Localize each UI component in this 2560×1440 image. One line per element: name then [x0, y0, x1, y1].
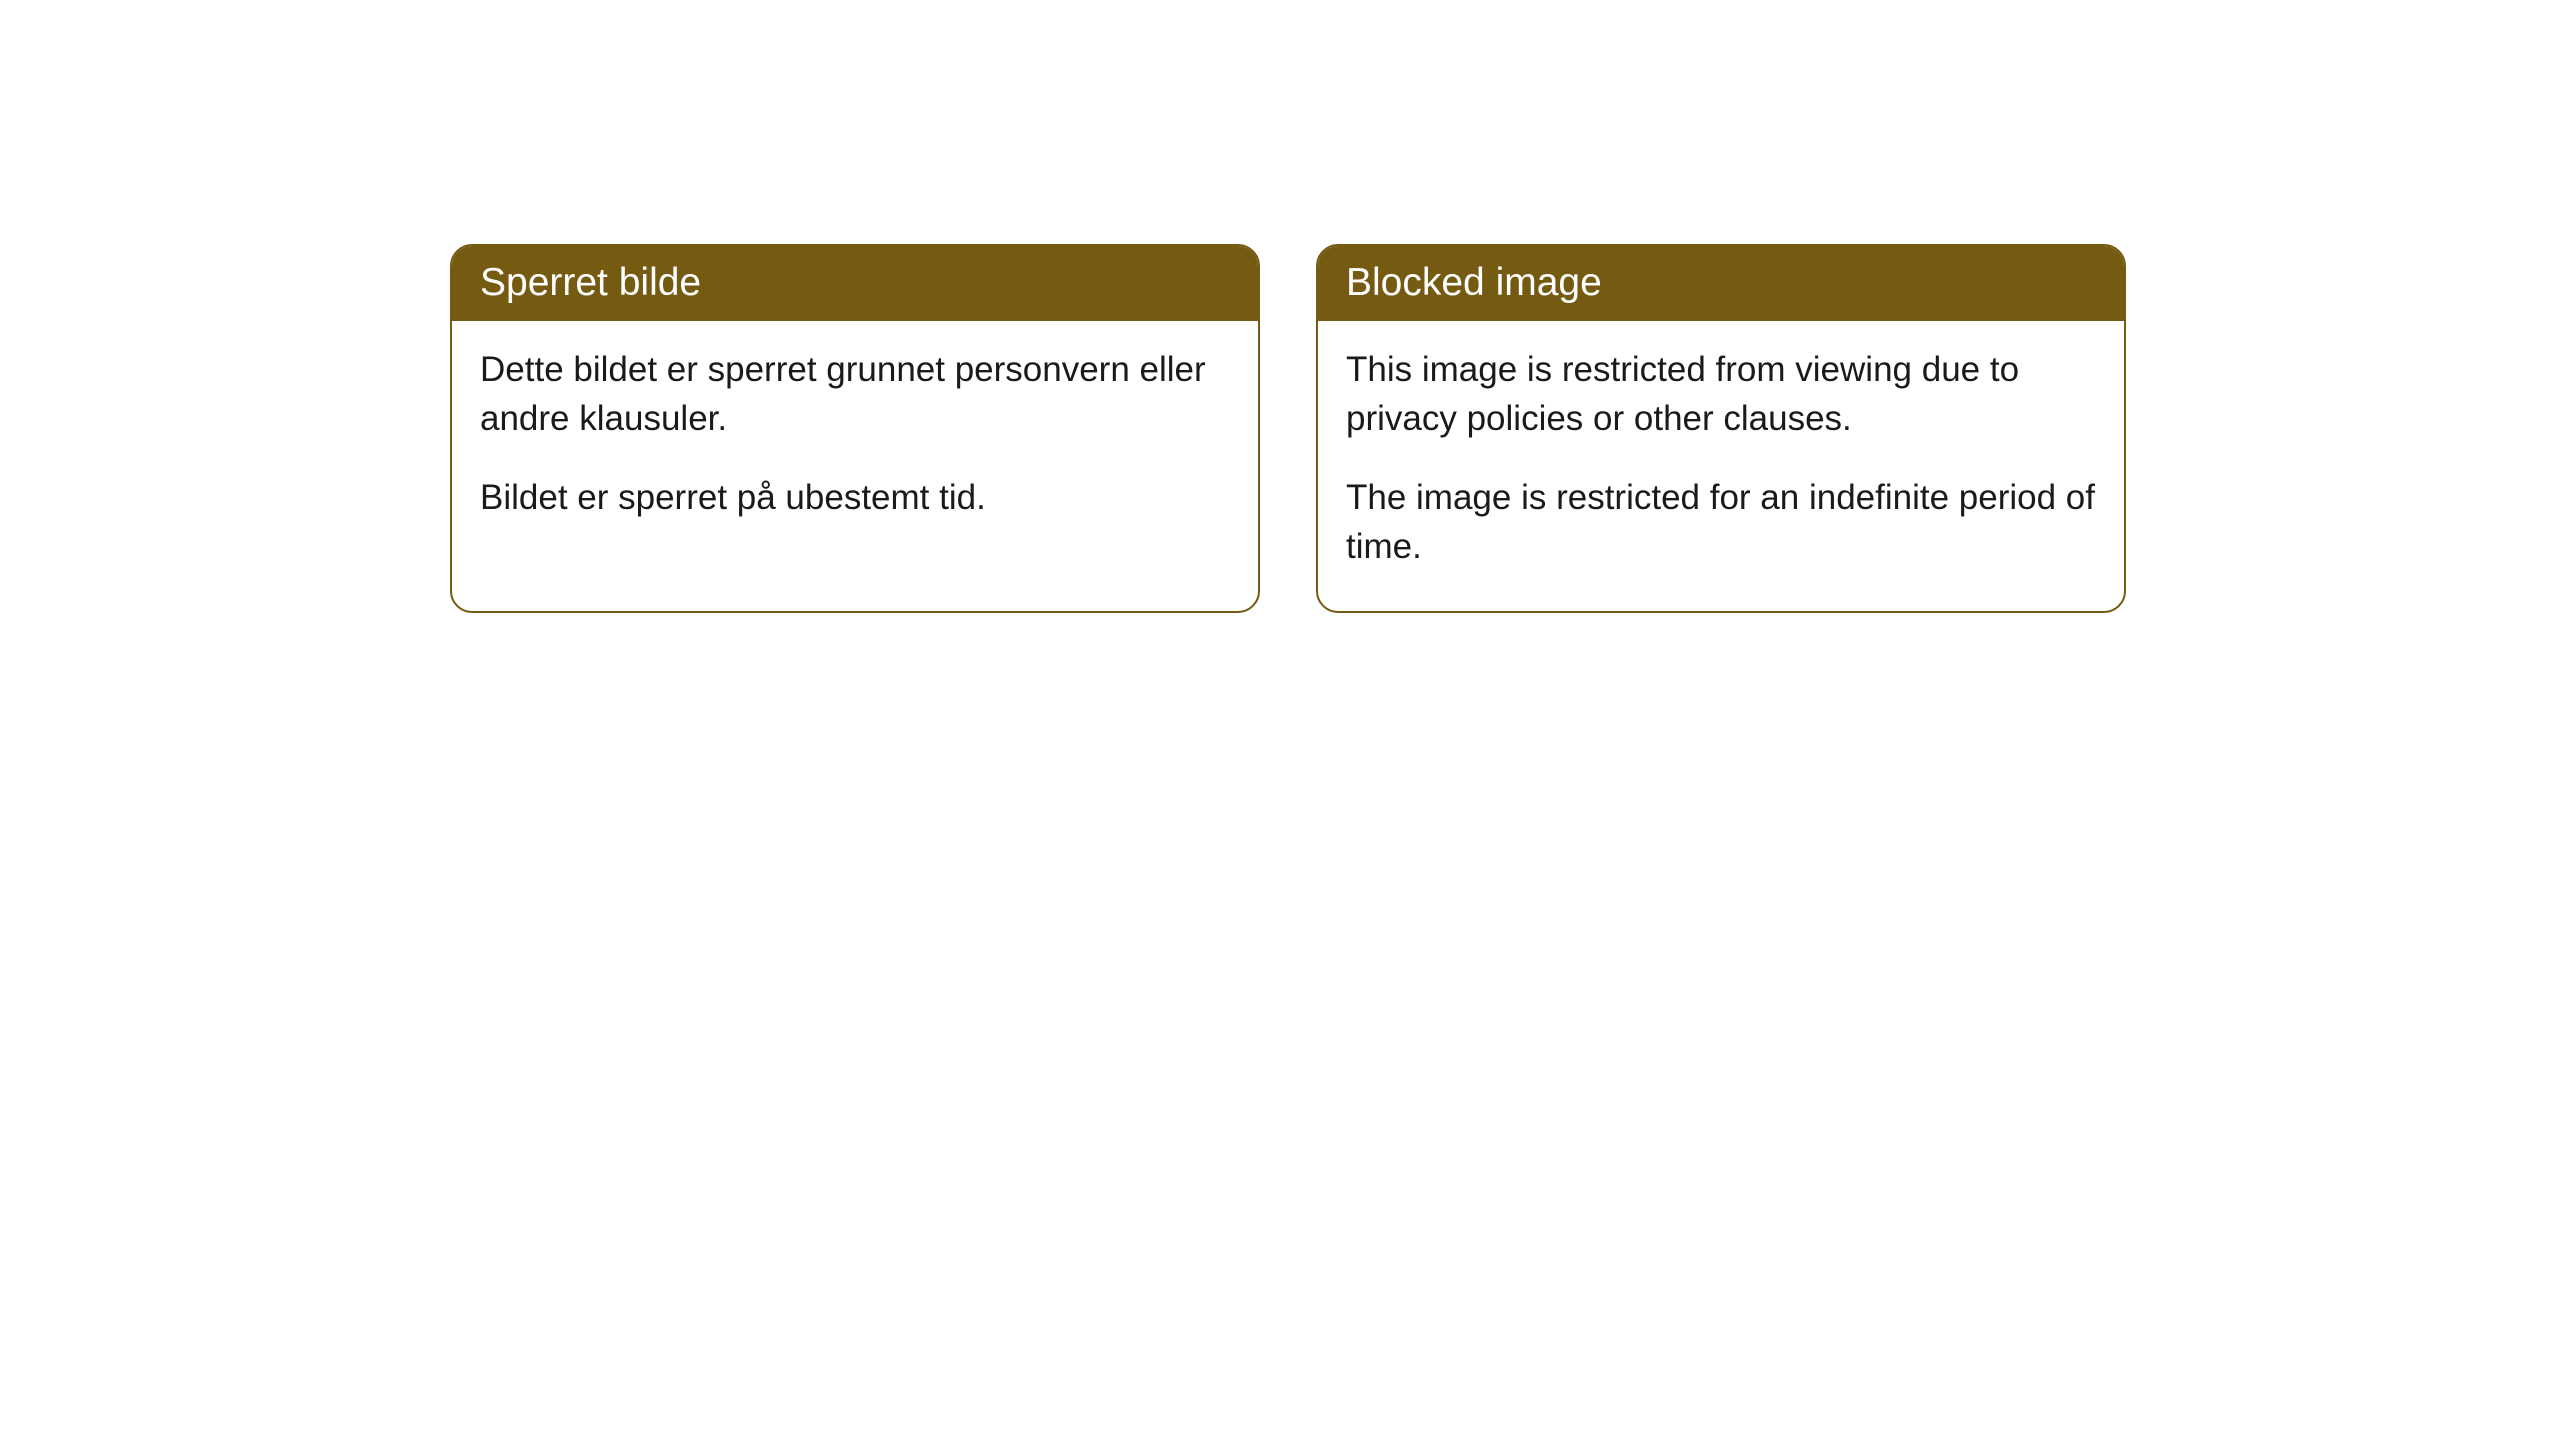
card-body-en: This image is restricted from viewing du…: [1318, 321, 2124, 611]
card-header-no: Sperret bilde: [452, 246, 1258, 321]
card-paragraph-1-en: This image is restricted from viewing du…: [1346, 345, 2096, 443]
card-paragraph-1-no: Dette bildet er sperret grunnet personve…: [480, 345, 1230, 443]
card-paragraph-2-no: Bildet er sperret på ubestemt tid.: [480, 473, 1230, 522]
card-paragraph-2-en: The image is restricted for an indefinit…: [1346, 473, 2096, 571]
card-body-no: Dette bildet er sperret grunnet personve…: [452, 321, 1258, 562]
blocked-image-card-no: Sperret bilde Dette bildet er sperret gr…: [450, 244, 1260, 613]
cards-container: Sperret bilde Dette bildet er sperret gr…: [0, 0, 2560, 613]
card-header-en: Blocked image: [1318, 246, 2124, 321]
blocked-image-card-en: Blocked image This image is restricted f…: [1316, 244, 2126, 613]
